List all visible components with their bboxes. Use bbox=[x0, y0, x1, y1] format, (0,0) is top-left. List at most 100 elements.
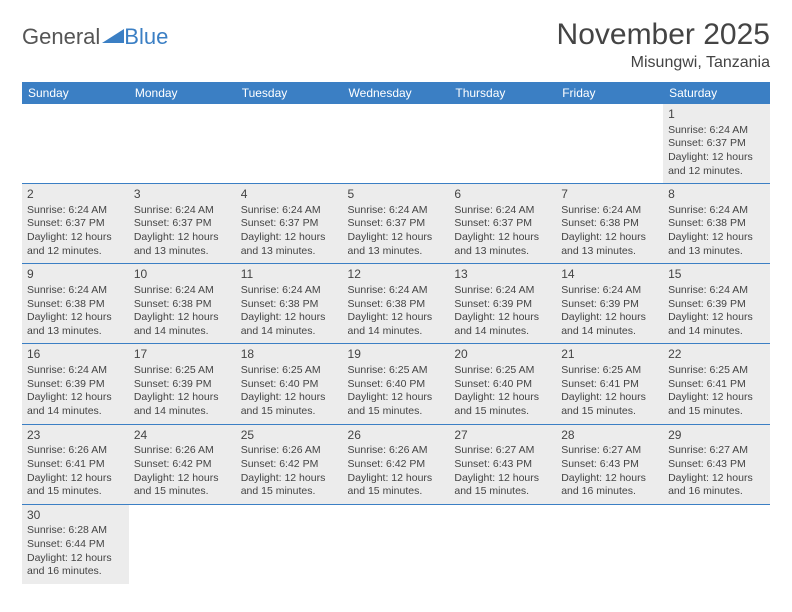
sunrise-text: Sunrise: 6:24 AM bbox=[668, 284, 765, 298]
daylight-text: Daylight: 12 hours and 15 minutes. bbox=[27, 472, 124, 499]
daylight-text: Daylight: 12 hours and 13 minutes. bbox=[454, 231, 551, 258]
calendar-cell bbox=[556, 104, 663, 184]
daylight-text: Daylight: 12 hours and 14 minutes. bbox=[668, 311, 765, 338]
calendar-cell: 8Sunrise: 6:24 AMSunset: 6:38 PMDaylight… bbox=[663, 184, 770, 264]
calendar-week-row: 30Sunrise: 6:28 AMSunset: 6:44 PMDayligh… bbox=[22, 504, 770, 584]
day-number: 13 bbox=[454, 267, 551, 283]
day-number: 3 bbox=[134, 187, 231, 203]
sunrise-text: Sunrise: 6:27 AM bbox=[561, 444, 658, 458]
sunrise-text: Sunrise: 6:26 AM bbox=[134, 444, 231, 458]
sunrise-text: Sunrise: 6:24 AM bbox=[241, 284, 338, 298]
calendar-cell bbox=[343, 104, 450, 184]
daylight-text: Daylight: 12 hours and 15 minutes. bbox=[668, 391, 765, 418]
day-number: 26 bbox=[348, 428, 445, 444]
calendar-cell bbox=[22, 104, 129, 184]
day-number: 4 bbox=[241, 187, 338, 203]
calendar-cell: 23Sunrise: 6:26 AMSunset: 6:41 PMDayligh… bbox=[22, 424, 129, 504]
sunrise-text: Sunrise: 6:24 AM bbox=[561, 284, 658, 298]
sunrise-text: Sunrise: 6:25 AM bbox=[454, 364, 551, 378]
sunrise-text: Sunrise: 6:24 AM bbox=[134, 284, 231, 298]
day-number: 1 bbox=[668, 107, 765, 123]
daylight-text: Daylight: 12 hours and 14 minutes. bbox=[561, 311, 658, 338]
sunrise-text: Sunrise: 6:25 AM bbox=[134, 364, 231, 378]
sunset-text: Sunset: 6:40 PM bbox=[454, 378, 551, 392]
daylight-text: Daylight: 12 hours and 14 minutes. bbox=[27, 391, 124, 418]
sunrise-text: Sunrise: 6:24 AM bbox=[134, 204, 231, 218]
day-number: 14 bbox=[561, 267, 658, 283]
daylight-text: Daylight: 12 hours and 15 minutes. bbox=[134, 472, 231, 499]
sunrise-text: Sunrise: 6:24 AM bbox=[241, 204, 338, 218]
day-number: 22 bbox=[668, 347, 765, 363]
sunrise-text: Sunrise: 6:27 AM bbox=[454, 444, 551, 458]
calendar-cell bbox=[449, 504, 556, 584]
sunset-text: Sunset: 6:43 PM bbox=[454, 458, 551, 472]
sunrise-text: Sunrise: 6:24 AM bbox=[668, 204, 765, 218]
calendar-cell bbox=[236, 104, 343, 184]
daylight-text: Daylight: 12 hours and 14 minutes. bbox=[134, 391, 231, 418]
calendar-cell: 2Sunrise: 6:24 AMSunset: 6:37 PMDaylight… bbox=[22, 184, 129, 264]
sunrise-text: Sunrise: 6:24 AM bbox=[668, 124, 765, 138]
day-number: 18 bbox=[241, 347, 338, 363]
sunrise-text: Sunrise: 6:24 AM bbox=[561, 204, 658, 218]
calendar-cell: 20Sunrise: 6:25 AMSunset: 6:40 PMDayligh… bbox=[449, 344, 556, 424]
sunset-text: Sunset: 6:39 PM bbox=[134, 378, 231, 392]
day-number: 10 bbox=[134, 267, 231, 283]
sunrise-text: Sunrise: 6:24 AM bbox=[348, 204, 445, 218]
calendar-cell: 19Sunrise: 6:25 AMSunset: 6:40 PMDayligh… bbox=[343, 344, 450, 424]
sunrise-text: Sunrise: 6:28 AM bbox=[27, 524, 124, 538]
calendar-cell: 6Sunrise: 6:24 AMSunset: 6:37 PMDaylight… bbox=[449, 184, 556, 264]
page-header: General Blue November 2025 Misungwi, Tan… bbox=[22, 18, 770, 72]
calendar-cell bbox=[236, 504, 343, 584]
sunset-text: Sunset: 6:37 PM bbox=[668, 137, 765, 151]
daylight-text: Daylight: 12 hours and 13 minutes. bbox=[348, 231, 445, 258]
calendar-body: 1Sunrise: 6:24 AMSunset: 6:37 PMDaylight… bbox=[22, 104, 770, 584]
calendar-page: General Blue November 2025 Misungwi, Tan… bbox=[0, 0, 792, 602]
sunrise-text: Sunrise: 6:26 AM bbox=[241, 444, 338, 458]
daylight-text: Daylight: 12 hours and 16 minutes. bbox=[27, 552, 124, 579]
calendar-cell bbox=[129, 104, 236, 184]
daylight-text: Daylight: 12 hours and 13 minutes. bbox=[561, 231, 658, 258]
day-header: Thursday bbox=[449, 82, 556, 104]
day-header: Friday bbox=[556, 82, 663, 104]
calendar-table: Sunday Monday Tuesday Wednesday Thursday… bbox=[22, 82, 770, 584]
day-number: 15 bbox=[668, 267, 765, 283]
calendar-cell: 4Sunrise: 6:24 AMSunset: 6:37 PMDaylight… bbox=[236, 184, 343, 264]
calendar-cell: 27Sunrise: 6:27 AMSunset: 6:43 PMDayligh… bbox=[449, 424, 556, 504]
calendar-cell: 25Sunrise: 6:26 AMSunset: 6:42 PMDayligh… bbox=[236, 424, 343, 504]
sunset-text: Sunset: 6:40 PM bbox=[348, 378, 445, 392]
daylight-text: Daylight: 12 hours and 15 minutes. bbox=[454, 472, 551, 499]
day-number: 9 bbox=[27, 267, 124, 283]
sunset-text: Sunset: 6:42 PM bbox=[134, 458, 231, 472]
calendar-cell: 7Sunrise: 6:24 AMSunset: 6:38 PMDaylight… bbox=[556, 184, 663, 264]
logo: General Blue bbox=[22, 24, 168, 50]
sunset-text: Sunset: 6:42 PM bbox=[348, 458, 445, 472]
sunset-text: Sunset: 6:44 PM bbox=[27, 538, 124, 552]
calendar-cell: 14Sunrise: 6:24 AMSunset: 6:39 PMDayligh… bbox=[556, 264, 663, 344]
day-number: 29 bbox=[668, 428, 765, 444]
calendar-cell: 17Sunrise: 6:25 AMSunset: 6:39 PMDayligh… bbox=[129, 344, 236, 424]
day-number: 21 bbox=[561, 347, 658, 363]
calendar-cell: 13Sunrise: 6:24 AMSunset: 6:39 PMDayligh… bbox=[449, 264, 556, 344]
calendar-cell: 24Sunrise: 6:26 AMSunset: 6:42 PMDayligh… bbox=[129, 424, 236, 504]
sunrise-text: Sunrise: 6:24 AM bbox=[348, 284, 445, 298]
sunset-text: Sunset: 6:38 PM bbox=[668, 217, 765, 231]
sunset-text: Sunset: 6:37 PM bbox=[134, 217, 231, 231]
calendar-cell: 29Sunrise: 6:27 AMSunset: 6:43 PMDayligh… bbox=[663, 424, 770, 504]
calendar-cell: 12Sunrise: 6:24 AMSunset: 6:38 PMDayligh… bbox=[343, 264, 450, 344]
sunset-text: Sunset: 6:38 PM bbox=[348, 298, 445, 312]
daylight-text: Daylight: 12 hours and 15 minutes. bbox=[241, 391, 338, 418]
sunrise-text: Sunrise: 6:25 AM bbox=[241, 364, 338, 378]
calendar-cell: 1Sunrise: 6:24 AMSunset: 6:37 PMDaylight… bbox=[663, 104, 770, 184]
sunrise-text: Sunrise: 6:25 AM bbox=[668, 364, 765, 378]
day-header: Saturday bbox=[663, 82, 770, 104]
daylight-text: Daylight: 12 hours and 13 minutes. bbox=[134, 231, 231, 258]
day-number: 24 bbox=[134, 428, 231, 444]
calendar-cell: 30Sunrise: 6:28 AMSunset: 6:44 PMDayligh… bbox=[22, 504, 129, 584]
calendar-cell: 10Sunrise: 6:24 AMSunset: 6:38 PMDayligh… bbox=[129, 264, 236, 344]
day-number: 30 bbox=[27, 508, 124, 524]
sunrise-text: Sunrise: 6:24 AM bbox=[454, 284, 551, 298]
sunset-text: Sunset: 6:37 PM bbox=[241, 217, 338, 231]
sunrise-text: Sunrise: 6:25 AM bbox=[561, 364, 658, 378]
day-number: 12 bbox=[348, 267, 445, 283]
day-number: 2 bbox=[27, 187, 124, 203]
